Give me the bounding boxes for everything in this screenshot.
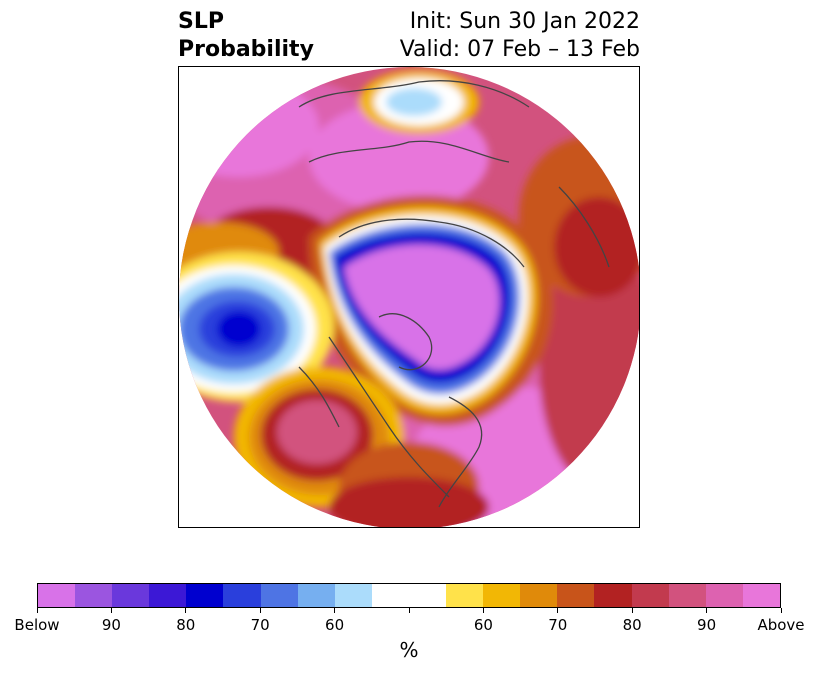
colorbar-tick-label: 70 (250, 616, 270, 634)
colorbar-segment (223, 584, 261, 607)
colorbar-tick (36, 608, 38, 613)
colorbar-segment (149, 584, 187, 607)
colorbar-tick (334, 608, 336, 613)
map-title-right: Init: Sun 30 Jan 2022 Valid: 07 Feb – 13… (400, 8, 640, 64)
colorbar (37, 583, 781, 608)
slp-probability-map (179, 67, 639, 527)
coastlines (298, 80, 635, 508)
colorbar-tick (482, 608, 484, 613)
colorbar-segment (334, 584, 372, 607)
field-pacific-core (217, 311, 261, 347)
colorbar-segment (260, 584, 298, 607)
colorbar-tick (780, 608, 782, 613)
field-na-red (329, 477, 489, 527)
colorbar-tick-label: 90 (101, 616, 121, 634)
colorbar-tick (631, 608, 633, 613)
colorbar-tick-label: Below (14, 616, 60, 634)
colorbar-segment (112, 584, 150, 607)
field-nepac-core (277, 400, 357, 464)
colorbar-segment (371, 584, 447, 607)
title-type: Probability (178, 37, 314, 62)
colorbar-tick (185, 608, 187, 613)
colorbar-segment (483, 584, 521, 607)
colorbar-unit: % (399, 638, 419, 662)
title-valid: Valid: 07 Feb – 13 Feb (399, 37, 640, 62)
colorbar-segment (446, 584, 484, 607)
colorbar-tick-label: 60 (325, 616, 345, 634)
colorbar-tick-label: 80 (622, 616, 642, 634)
title-variable: SLP (178, 9, 224, 34)
colorbar-tick (706, 608, 708, 613)
field-arctic-core (344, 244, 500, 370)
colorbar-tick-label: 70 (548, 616, 568, 634)
colorbar-tick (557, 608, 559, 613)
colorbar-tick (259, 608, 261, 613)
colorbar-segment (520, 584, 558, 607)
map-title-left: SLP Probability (178, 8, 314, 64)
colorbar-tick (408, 608, 410, 613)
colorbar-segment (557, 584, 595, 607)
colorbar-segment (38, 584, 76, 607)
colorbar-segment (186, 584, 224, 607)
map-panel (178, 66, 640, 528)
colorbar-tick-label: 80 (176, 616, 196, 634)
colorbar-segment (75, 584, 113, 607)
field-top-blue (386, 88, 442, 116)
colorbar-segment (668, 584, 706, 607)
colorbar-tick-label: Above (757, 616, 805, 634)
colorbar-segment (297, 584, 335, 607)
colorbar-segment (631, 584, 669, 607)
colorbar-tick-label: 60 (473, 616, 493, 634)
colorbar-segment (594, 584, 632, 607)
colorbar-tick (110, 608, 112, 613)
colorbar-tick-label: 90 (697, 616, 717, 634)
title-init: Init: Sun 30 Jan 2022 (409, 9, 640, 34)
field-ne-red (554, 197, 639, 297)
colorbar-segment (742, 584, 780, 607)
colorbar-segment (705, 584, 743, 607)
